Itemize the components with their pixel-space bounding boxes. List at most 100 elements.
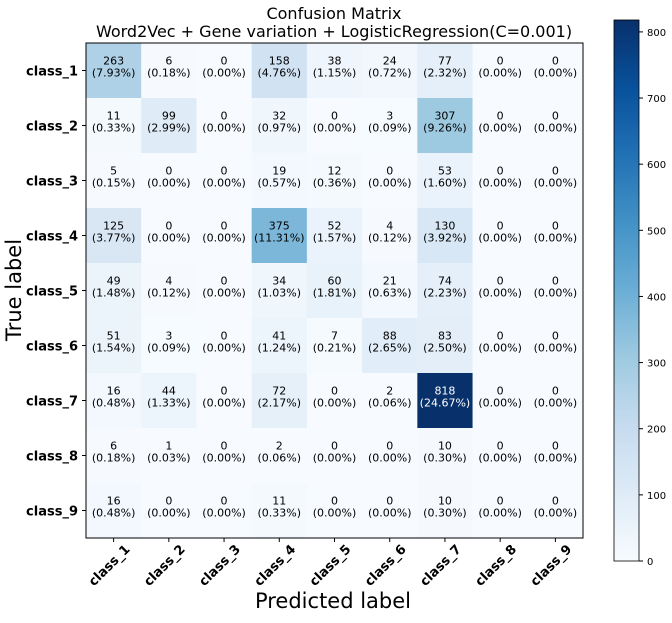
cell-count-label: 83 (438, 330, 452, 343)
heatmap-cell (251, 98, 308, 154)
cell-count-label: 3 (165, 330, 172, 343)
cell-count-label: 0 (552, 330, 559, 343)
cell-percent-label: (0.00%) (368, 507, 412, 520)
cell-count-label: 0 (552, 385, 559, 398)
cell-count-label: 818 (434, 385, 455, 398)
cell-count-label: 0 (497, 440, 504, 453)
cell-percent-label: (0.00%) (202, 177, 246, 190)
heatmap-cell (196, 98, 253, 154)
heatmap-cell (141, 208, 197, 264)
cell-percent-label: (0.15%) (92, 177, 136, 190)
cell-percent-label: (0.00%) (478, 67, 522, 80)
heatmap-cell (251, 483, 308, 539)
colorbar-tick-label: 700 (647, 94, 666, 105)
heatmap-cell (306, 208, 363, 264)
heatmap-cell (362, 373, 418, 429)
cell-count-label: 0 (386, 495, 393, 508)
heatmap-cell (417, 43, 474, 99)
cell-percent-label: (0.09%) (147, 342, 191, 355)
cell-percent-label: (0.00%) (534, 67, 578, 80)
cell-count-label: 32 (272, 110, 286, 123)
cell-count-label: 0 (552, 55, 559, 68)
cell-percent-label: (0.36%) (313, 177, 357, 190)
cell-count-label: 2 (386, 385, 393, 398)
x-tick-label: class_1 (86, 542, 133, 589)
cell-count-label: 19 (272, 165, 286, 178)
cell-percent-label: (1.57%) (313, 232, 357, 245)
heatmap-cell (196, 373, 253, 429)
heatmap-cell (306, 43, 363, 99)
cell-percent-label: (0.00%) (313, 452, 357, 465)
colorbar-tick-label: 300 (647, 359, 666, 370)
cell-count-label: 0 (165, 220, 172, 233)
cell-percent-label: (0.00%) (534, 452, 578, 465)
heatmap-cell (472, 208, 529, 264)
heatmap-cell (86, 263, 142, 319)
heatmap-cell (306, 98, 363, 154)
heatmap-cell (417, 318, 474, 374)
x-tick-label: class_3 (197, 542, 244, 589)
cell-count-label: 4 (386, 220, 393, 233)
cell-percent-label: (0.00%) (534, 397, 578, 410)
cell-count-label: 0 (552, 220, 559, 233)
cell-count-label: 0 (497, 385, 504, 398)
cell-count-label: 16 (107, 495, 121, 508)
heatmap-cell (141, 153, 197, 209)
cell-count-label: 0 (552, 165, 559, 178)
cell-count-label: 0 (331, 110, 338, 123)
heatmap-cell (196, 318, 253, 374)
colorbar-tick-label: 500 (647, 226, 666, 237)
cell-count-label: 158 (269, 55, 290, 68)
cell-percent-label: (0.00%) (478, 287, 522, 300)
x-tick-label: class_8 (473, 542, 520, 589)
heatmap-cell (306, 263, 363, 319)
cell-percent-label: (1.24%) (258, 342, 302, 355)
heatmap-cell (196, 483, 253, 539)
cell-count-label: 0 (221, 220, 228, 233)
heatmap-cell (362, 428, 418, 484)
cell-count-label: 12 (328, 165, 342, 178)
cell-percent-label: (0.00%) (534, 232, 578, 245)
heatmap-cell (417, 373, 474, 429)
cell-count-label: 0 (331, 440, 338, 453)
x-tick-label: class_2 (141, 542, 188, 589)
heatmap-cell (362, 263, 418, 319)
heatmap-cell (196, 263, 253, 319)
cell-count-label: 0 (221, 55, 228, 68)
cell-count-label: 1 (165, 440, 172, 453)
cell-percent-label: (0.00%) (478, 122, 522, 135)
y-tick-label: class_7 (26, 395, 78, 410)
cell-percent-label: (0.00%) (534, 342, 578, 355)
cell-count-label: 125 (103, 220, 124, 233)
cell-percent-label: (0.00%) (202, 452, 246, 465)
heatmap-cell (417, 208, 474, 264)
cell-count-label: 74 (438, 275, 452, 288)
y-tick-label: class_1 (26, 65, 78, 80)
cell-percent-label: (1.81%) (313, 287, 357, 300)
cell-percent-label: (0.00%) (478, 397, 522, 410)
cell-count-label: 0 (221, 440, 228, 453)
heatmap-cell (141, 98, 197, 154)
heatmap-cell (362, 318, 418, 374)
cell-count-label: 10 (438, 495, 452, 508)
cell-count-label: 60 (328, 275, 342, 288)
heatmap-cell (527, 43, 584, 99)
cell-count-label: 34 (272, 275, 286, 288)
cell-count-label: 49 (107, 275, 121, 288)
heatmap-cell (472, 153, 529, 209)
cell-count-label: 375 (269, 220, 290, 233)
cell-percent-label: (0.97%) (258, 122, 302, 135)
cell-count-label: 0 (221, 385, 228, 398)
cell-percent-label: (1.54%) (92, 342, 136, 355)
cell-percent-label: (24.67%) (420, 397, 471, 410)
cell-percent-label: (0.03%) (147, 452, 191, 465)
heatmap-cell (362, 43, 418, 99)
cell-percent-label: (0.18%) (92, 452, 136, 465)
cell-count-label: 0 (552, 495, 559, 508)
heatmap-cell (306, 153, 363, 209)
colorbar-tick-label: 800 (647, 28, 666, 39)
heatmap-cell (306, 318, 363, 374)
cell-percent-label: (0.00%) (202, 122, 246, 135)
x-axis-ticks: class_1 class_2 class_3 class_4 class_5 class… (86, 538, 575, 590)
